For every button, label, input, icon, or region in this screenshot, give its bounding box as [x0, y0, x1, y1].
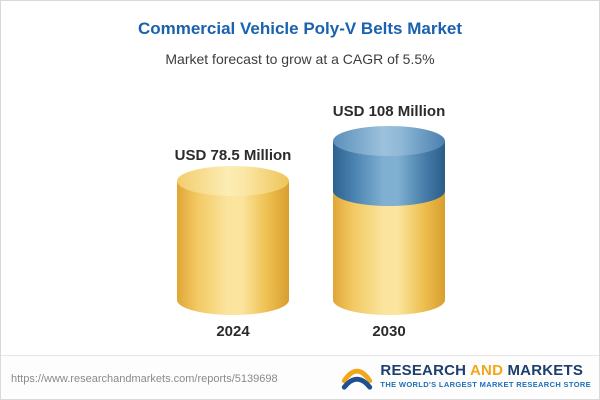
value-label-2030: USD 108 Million: [332, 103, 446, 120]
logo-word-markets: MARKETS: [507, 361, 584, 379]
logo-word-research: RESEARCH: [380, 361, 467, 379]
category-label-2024: 2024: [216, 323, 250, 340]
bar-2030-base-segment: [333, 191, 445, 315]
bar-2024-top-ellipse: [177, 166, 289, 196]
chart-title: Commercial Vehicle Poly-V Belts Market: [137, 19, 463, 38]
bar-2024-body: [177, 181, 289, 315]
logo-text: RESEARCH AND MARKETS THE WORLD'S LARGEST…: [380, 361, 591, 390]
report-url-link[interactable]: https://www.researchandmarkets.com/repor…: [11, 373, 278, 385]
value-label-2024: USD 78.5 Million: [174, 147, 292, 164]
logo-tagline: THE WORLD'S LARGEST MARKET RESEARCH STOR…: [380, 380, 591, 390]
footer-bar: https://www.researchandmarkets.com/repor…: [1, 355, 599, 399]
chart-subtitle: Market forecast to grow at a CAGR of 5.5…: [165, 51, 435, 67]
logo-word-and: AND: [470, 361, 504, 379]
category-label-2030: 2030: [372, 323, 406, 340]
logo-mark-icon: [342, 368, 373, 390]
logo-wordmark: RESEARCH AND MARKETS: [380, 361, 591, 380]
research-and-markets-logo: RESEARCH AND MARKETS THE WORLD'S LARGEST…: [340, 360, 591, 392]
bar-2030-top-ellipse: [333, 126, 445, 156]
